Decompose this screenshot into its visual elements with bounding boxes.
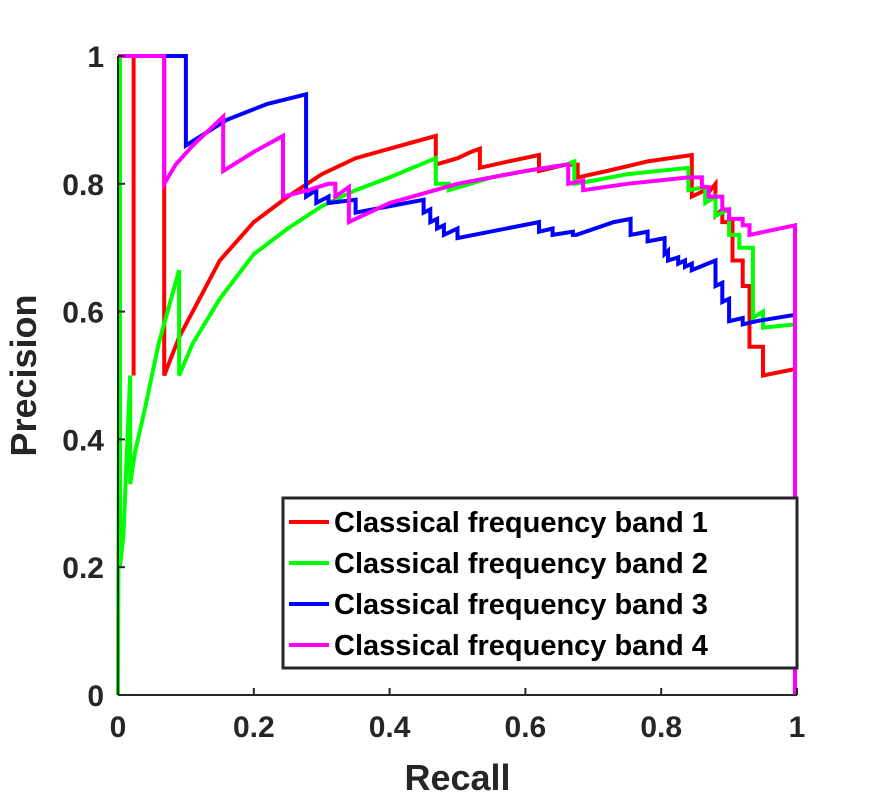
legend: Classical frequency band 1 Classical freq… — [281, 496, 799, 670]
y-tick-label: 0.6 — [62, 297, 104, 330]
x-tick-label: 1 — [789, 711, 806, 744]
legend-label-band-2: Classical frequency band 2 — [334, 548, 708, 580]
series-line-band-4 — [118, 54, 797, 695]
x-ticks: 0 0.2 0.4 0.6 0.8 1 — [110, 688, 806, 744]
axes-layer — [117, 56, 797, 696]
legend-label-band-3: Classical frequency band 3 — [334, 589, 708, 621]
x-tick-label: 0.2 — [233, 711, 275, 744]
legend-label-band-1: Classical frequency band 1 — [334, 507, 708, 539]
y-tick-label: 0 — [87, 680, 104, 713]
y-tick-label: 0.8 — [62, 169, 104, 202]
legend-box — [281, 496, 799, 670]
x-axis-label: Recall — [404, 757, 510, 797]
y-ticks: 0 0.2 0.4 0.6 0.8 1 — [62, 41, 125, 713]
y-tick-label: 0.2 — [62, 552, 104, 585]
series-line-band-2 — [116, 55, 797, 696]
series-layer — [116, 54, 797, 696]
legend-label-band-4: Classical frequency band 4 — [334, 630, 708, 662]
y-tick-label: 0.4 — [62, 424, 104, 457]
series-line-band-3 — [118, 54, 797, 695]
x-tick-label: 0.4 — [369, 711, 411, 744]
x-tick-label: 0 — [110, 711, 127, 744]
y-axis-label: Precision — [3, 294, 44, 456]
x-tick-label: 0.8 — [640, 711, 682, 744]
y-tick-label: 1 — [87, 41, 104, 74]
x-tick-label: 0.6 — [505, 711, 547, 744]
